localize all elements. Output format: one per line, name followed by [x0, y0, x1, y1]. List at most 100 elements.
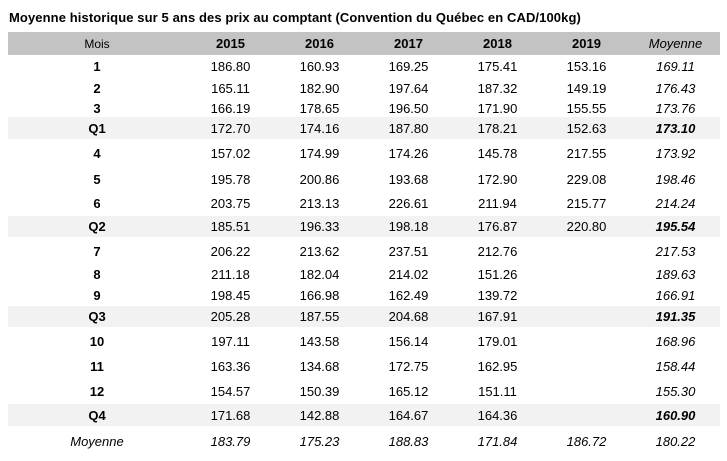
value-cell: 151.11	[478, 383, 517, 399]
value-cell: 172.75	[388, 359, 429, 374]
column-header-2016: 2016	[305, 36, 334, 51]
value-cell: 175.41	[477, 58, 518, 74]
value-cell: 182.04	[299, 267, 340, 282]
header-row: Mois 2015 2016 2017 2018 2019 Moyenne	[8, 32, 720, 55]
table-row-q2: Q2 185.51 196.33 198.18 176.87 220.80 195.54	[8, 216, 720, 237]
row-average-cell: 214.24	[655, 196, 696, 211]
row-average-cell: 189.63	[655, 267, 696, 282]
value-cell	[542, 306, 631, 327]
row-label: 12	[89, 383, 105, 399]
row-label: 2	[93, 80, 101, 96]
table-row-month-12: 12 154.57 150.39 165.12 151.11 155.30	[8, 378, 720, 404]
column-header-2017: 2017	[394, 36, 423, 51]
value-cell	[542, 378, 631, 404]
table-row-month-5: 5 195.78 200.86 193.68 172.90 229.08 198.46	[8, 167, 720, 191]
row-label: 10	[89, 333, 105, 349]
value-cell: 164.36	[477, 407, 518, 423]
value-cell: 198.18	[388, 219, 429, 234]
value-cell: 139.72	[477, 287, 518, 303]
row-average-cell: 180.22	[655, 434, 696, 449]
value-cell: 154.57	[210, 383, 251, 399]
value-cell: 203.75	[210, 196, 251, 211]
row-label: 9	[93, 287, 101, 303]
row-average-cell: 168.96	[655, 333, 696, 349]
column-header-moyenne: Moyenne	[648, 36, 703, 51]
row-average-cell: 173.10	[655, 120, 696, 136]
table-row-month-8: 8 211.18 182.04 214.02 151.26 189.63	[8, 265, 720, 284]
value-cell: 179.01	[477, 333, 518, 349]
value-cell: 171.90	[477, 100, 518, 116]
value-cell: 174.16	[299, 120, 340, 136]
value-cell: 178.65	[299, 100, 340, 116]
value-cell: 149.19	[566, 80, 607, 96]
value-cell: 171.84	[477, 434, 518, 449]
value-cell: 160.93	[299, 58, 340, 74]
table-body: 1 186.80 160.93 169.25 175.41 153.16 169.11 2 16…	[8, 55, 720, 457]
value-cell: 166.98	[299, 287, 340, 303]
row-average-cell: 198.46	[655, 171, 696, 187]
value-cell: 205.28	[210, 309, 251, 324]
row-average-cell: 173.76	[655, 100, 696, 116]
value-cell: 211.18	[211, 267, 250, 282]
value-cell: 212.76	[477, 243, 518, 259]
row-label: 6	[93, 196, 101, 211]
row-label: 3	[93, 100, 101, 116]
value-cell: 167.91	[477, 309, 518, 324]
value-cell: 163.36	[210, 359, 251, 374]
value-cell: 237.51	[388, 243, 429, 259]
row-label: 8	[93, 267, 101, 282]
value-cell: 211.94	[478, 196, 517, 211]
value-cell: 217.55	[566, 145, 607, 161]
row-label: Q1	[88, 120, 106, 136]
table-row-month-9: 9 198.45 166.98 162.49 139.72 166.91	[8, 284, 720, 306]
column-header-mois: Mois	[84, 36, 110, 51]
row-label: 7	[93, 243, 101, 259]
value-cell: 165.11	[211, 80, 250, 96]
value-cell: 188.83	[388, 434, 429, 449]
row-average-cell: 191.35	[655, 309, 696, 324]
value-cell: 174.26	[388, 145, 429, 161]
value-cell: 186.72	[566, 434, 607, 449]
value-cell: 164.67	[388, 407, 429, 423]
row-label: Q3	[88, 309, 106, 324]
value-cell: 153.16	[566, 58, 607, 74]
value-cell: 172.90	[477, 171, 518, 187]
value-cell: 162.49	[388, 287, 429, 303]
table-header: Mois 2015 2016 2017 2018 2019 Moyenne	[8, 32, 720, 55]
row-label: 4	[93, 145, 101, 161]
value-cell: 143.58	[299, 333, 340, 349]
row-average-cell: 173.92	[655, 145, 696, 161]
row-label: Moyenne	[70, 434, 124, 449]
value-cell: 187.32	[477, 80, 518, 96]
value-cell: 162.95	[477, 359, 518, 374]
table-row-month-10: 10 197.11 143.58 156.14 179.01 168.96	[8, 327, 720, 355]
value-cell: 229.08	[566, 171, 607, 187]
value-cell: 186.80	[210, 58, 251, 74]
value-cell: 187.55	[299, 309, 340, 324]
table-row-month-11: 11 163.36 134.68 172.75 162.95 158.44	[8, 355, 720, 378]
row-average-cell: 160.90	[655, 407, 696, 423]
value-cell	[542, 327, 631, 355]
table-row-month-3: 3 166.19 178.65 196.50 171.90 155.55 173.76	[8, 99, 720, 117]
column-header-2018: 2018	[483, 36, 512, 51]
value-cell	[542, 355, 631, 378]
table-row-month-6: 6 203.75 213.13 226.61 211.94 215.77 214.24	[8, 191, 720, 216]
value-cell: 197.11	[211, 333, 250, 349]
column-header-2015: 2015	[216, 36, 245, 51]
value-cell: 197.64	[388, 80, 429, 96]
column-header-2019: 2019	[572, 36, 601, 51]
value-cell: 172.70	[210, 120, 251, 136]
value-cell: 182.90	[299, 80, 340, 96]
table-row-month-2: 2 165.11 182.90 197.64 187.32 149.19 176.43	[8, 77, 720, 99]
value-cell: 206.22	[210, 243, 251, 259]
value-cell: 134.68	[299, 359, 340, 374]
value-cell: 183.79	[210, 434, 251, 449]
row-label: Q4	[88, 407, 106, 423]
value-cell: 204.68	[388, 309, 429, 324]
value-cell	[542, 404, 631, 426]
value-cell: 156.14	[388, 333, 429, 349]
table-row-moyenne: Moyenne 183.79 175.23 188.83 171.84 186.72 180…	[8, 426, 720, 457]
value-cell	[542, 265, 631, 284]
value-cell: 215.77	[566, 196, 607, 211]
value-cell: 214.02	[388, 267, 429, 282]
